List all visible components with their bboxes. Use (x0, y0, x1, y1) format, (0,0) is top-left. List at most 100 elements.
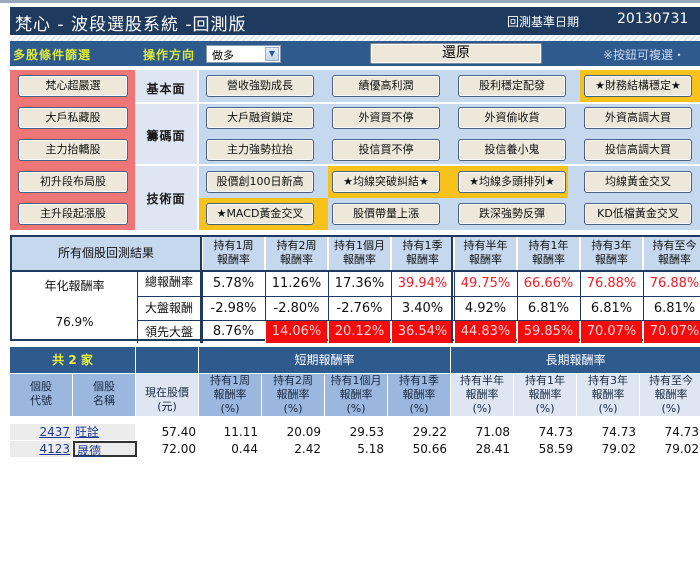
col-header-line2: 報酬率 (217, 253, 250, 266)
return-value-cell: 58.59 (538, 442, 573, 456)
stock-code-link[interactable]: 4123 (39, 442, 70, 456)
col-header-line1: 持有1周 (213, 239, 254, 252)
backtest-results-table: 所有個股回測結果 年化報酬率 76.9% 持有1周 報酬率 持有2周 報酬率 持有1個月… (10, 235, 700, 343)
col-header-line1: 持有半年 (460, 374, 504, 387)
price-header-blank (136, 347, 198, 373)
filter-button[interactable]: 投信養小鬼 (458, 139, 566, 161)
filter-button[interactable]: 大戶融資鎖定 (206, 107, 314, 129)
direction-select[interactable]: 做多 ▼ (206, 45, 281, 63)
preset-button-big-holder[interactable]: 大戶私藏股 (18, 107, 128, 129)
stock-col-header: 持有半年 報酬率 (%) (451, 374, 513, 416)
return-value-cell: 74.73 (601, 425, 636, 439)
filter-button[interactable]: 外資高調大買 (584, 107, 692, 129)
col-header-text: 個股 (93, 380, 115, 393)
filter-button[interactable]: 股利穩定配發 (458, 75, 566, 97)
filter-button-highlighted[interactable]: ★均線多頭排列★ (458, 171, 566, 193)
price-cell: 72.00 (161, 442, 196, 456)
condition-panel: 梵心超嚴選 大戶私藏股 主力抬轎股 初升段布局股 主升段起漲股 基本面 籌碼面 … (10, 70, 700, 230)
return-value-cell: 20.09 (286, 425, 321, 439)
preset-button-fanxin-select[interactable]: 梵心超嚴選 (18, 75, 128, 97)
filter-button[interactable]: 均線黃金交叉 (584, 171, 692, 193)
col-header-line2: 報酬率 (658, 253, 691, 266)
filter-button[interactable]: 營收強勁成長 (206, 75, 314, 97)
filter-button[interactable]: 跌深強勢反彈 (458, 203, 566, 225)
stock-name-link[interactable]: 晟德 (77, 444, 102, 458)
return-value-cell: 5.18 (357, 442, 384, 456)
col-header-text: (元) (157, 400, 177, 413)
stock-col-header: 持有3年 報酬率 (%) (577, 374, 639, 416)
col-header-line2: 報酬率 (528, 388, 562, 401)
chevron-down-icon[interactable]: ▼ (265, 47, 279, 61)
results-value-cell: 59.85% (517, 321, 579, 343)
return-value-cell: 28.41 (475, 442, 510, 456)
filter-button[interactable]: 股價帶量上漲 (332, 203, 440, 225)
stock-name-cell[interactable]: 旺詮 (73, 424, 135, 440)
col-header-line1: 持有2周 (273, 374, 313, 387)
filter-button-highlighted[interactable]: ★財務結構穩定★ (584, 75, 692, 97)
results-value-cell: 6.81% (517, 297, 579, 320)
col-header-line2: 報酬率 (402, 388, 436, 401)
short-term-header: 短期報酬率 (199, 347, 450, 373)
filter-button[interactable]: KD低檔黃金交叉 (584, 203, 692, 225)
col-header-price: 現在股價 (元) (136, 374, 198, 416)
results-value-cell: 6.81% (643, 297, 700, 320)
stock-code-cell[interactable]: 4123 (10, 441, 72, 457)
col-header-line3: (%) (409, 402, 429, 415)
annual-return-value: 76.9% (55, 315, 94, 329)
filter-button[interactable]: 投信高調大買 (584, 139, 692, 161)
col-header-line2: 報酬率 (343, 253, 376, 266)
col-header-line3: (%) (346, 402, 366, 415)
col-header-line1: 持有1年 (525, 374, 565, 387)
col-header-line2: 報酬率 (280, 253, 313, 266)
direction-select-value: 做多 (212, 49, 234, 62)
hatch-separator (10, 35, 700, 41)
results-col-header: 持有3年 報酬率 (580, 237, 642, 270)
filter-button[interactable]: 主力強勢拉抬 (206, 139, 314, 161)
filter-bar: 多股條件篩選 操作方向 做多 ▼ 還原 ※按鈕可複選・ (10, 41, 700, 66)
preset-button-early-stage[interactable]: 初升段布局股 (18, 171, 128, 193)
app-title: 梵心 - 波段選股系統 -回測版 (15, 15, 247, 35)
multi-select-note: ※按鈕可複選・ (603, 48, 686, 62)
results-value-cell: 11.26% (265, 272, 327, 296)
stock-col-header: 持有1年 報酬率 (%) (514, 374, 576, 416)
filter-button[interactable]: 外資買不停 (332, 107, 440, 129)
category-column (135, 70, 197, 230)
col-header-line2: 報酬率 (595, 253, 628, 266)
col-header-text: 個股 (30, 380, 52, 393)
preset-button-main-rise[interactable]: 主升段起漲股 (18, 203, 128, 225)
restore-button[interactable]: 還原 (370, 43, 542, 64)
stock-name-cell-selected[interactable]: 晟德 (73, 441, 137, 458)
annual-return-label: 年化報酬率 (44, 279, 105, 293)
col-header-name: 個股 名稱 (73, 374, 135, 416)
results-col-header: 持有1年 報酬率 (517, 237, 579, 270)
title-bar: 梵心 - 波段選股系統 -回測版 回測基準日期 20130731 (10, 7, 700, 35)
stock-code-cell[interactable]: 2437 (10, 424, 72, 440)
col-header-line3: (%) (535, 402, 555, 415)
filter-button[interactable]: 投信買不停 (332, 139, 440, 161)
filter-button-highlighted[interactable]: ★MACD黃金交叉 (206, 203, 314, 225)
results-value-cell: 6.81% (580, 297, 642, 320)
filter-button-highlighted[interactable]: ★均線突破糾結★ (332, 171, 440, 193)
stock-name-link[interactable]: 旺詮 (75, 425, 100, 439)
col-header-line1: 持有1周 (210, 374, 250, 387)
filter-button[interactable]: 外資偷收貨 (458, 107, 566, 129)
multi-filter-label: 多股條件篩選 (13, 48, 92, 62)
return-value-cell: 50.66 (412, 442, 447, 456)
col-header-line1: 持有3年 (591, 239, 632, 252)
stock-col-header: 持有至今 報酬率 (%) (640, 374, 700, 416)
stock-col-header: 持有2周 報酬率 (%) (262, 374, 324, 416)
stock-code-link[interactable]: 2437 (39, 425, 70, 439)
results-value-cell: -2.98% (202, 297, 264, 320)
column-divider (197, 70, 199, 230)
col-header-text: 代號 (30, 394, 52, 407)
preset-button-main-force[interactable]: 主力抬轎股 (18, 139, 128, 161)
filter-button[interactable]: 績優高利潤 (332, 75, 440, 97)
row-divider (135, 102, 700, 104)
return-value-cell: 29.22 (412, 425, 447, 439)
row-label-market: 大盤報酬 (144, 301, 193, 315)
return-value-cell: 0.44 (231, 442, 258, 456)
grid-line (137, 320, 700, 321)
filter-button[interactable]: 股價創100日新高 (206, 171, 314, 193)
grid-line (200, 237, 202, 343)
results-value-cell: 14.06% (265, 321, 327, 343)
